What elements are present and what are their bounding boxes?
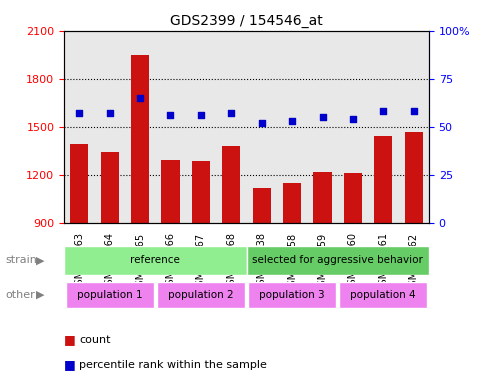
Point [106,110,113,116]
Point [75,110,83,116]
Text: strain: strain [5,255,37,265]
Point [288,118,296,124]
Bar [101,152,119,223]
Text: ▶: ▶ [36,290,45,300]
Text: reference: reference [130,255,180,265]
Point [197,112,205,118]
Point [318,114,326,120]
Text: ■: ■ [64,358,76,371]
FancyBboxPatch shape [339,282,427,308]
Text: ■: ■ [64,333,76,346]
Bar [252,187,271,223]
Bar [405,131,423,223]
Text: selected for aggressive behavior: selected for aggressive behavior [252,255,423,265]
FancyBboxPatch shape [157,282,245,308]
FancyBboxPatch shape [246,246,429,275]
Point [227,110,235,116]
Bar [314,172,332,223]
Point [136,95,144,101]
Text: population 3: population 3 [259,290,325,300]
Text: other: other [5,290,35,300]
Bar [131,55,149,223]
Text: count: count [79,335,110,345]
Bar [344,173,362,223]
Point [410,108,418,114]
Bar [70,144,88,223]
Bar [161,161,179,223]
Bar [222,146,241,223]
Point [167,112,175,118]
FancyBboxPatch shape [248,282,336,308]
Text: percentile rank within the sample: percentile rank within the sample [79,360,267,370]
Bar [374,136,392,223]
Point [258,120,266,126]
Text: population 1: population 1 [77,290,142,300]
Point [380,108,387,114]
FancyBboxPatch shape [66,282,154,308]
Point [349,116,357,122]
FancyBboxPatch shape [64,246,246,275]
Text: population 2: population 2 [168,290,234,300]
Text: ▶: ▶ [36,255,45,265]
Text: population 4: population 4 [351,290,416,300]
Bar [283,183,301,223]
Bar [192,161,210,223]
Title: GDS2399 / 154546_at: GDS2399 / 154546_at [170,14,323,28]
